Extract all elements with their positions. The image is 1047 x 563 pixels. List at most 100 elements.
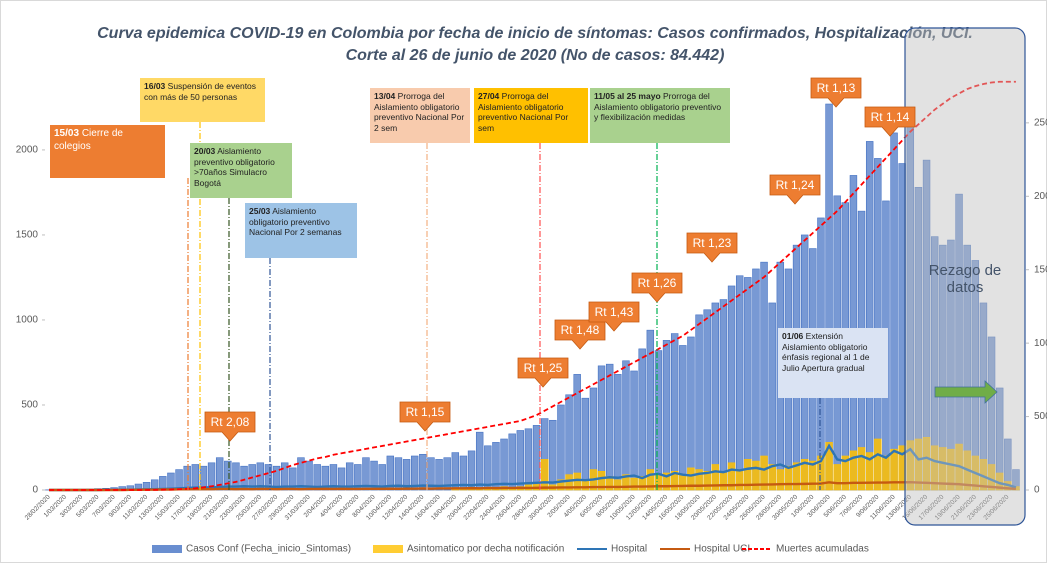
bar <box>622 360 630 491</box>
rt-label: Rt 1,48 <box>561 323 600 337</box>
bar <box>727 462 736 491</box>
bar <box>614 374 622 491</box>
rt-label: Rt 1,15 <box>406 405 445 419</box>
annotation-text: Extensión Aislamiento obligatorio énfasi… <box>782 331 870 373</box>
bar <box>557 479 565 491</box>
bar <box>402 459 411 491</box>
y-tick-label: 1500 <box>16 230 39 241</box>
rt-callout <box>204 411 256 442</box>
bar <box>874 438 882 491</box>
bar <box>711 302 720 491</box>
bar <box>825 103 833 491</box>
bar <box>752 268 760 491</box>
rt-label: Rt 1,43 <box>595 305 634 319</box>
rt-label: Rt 1,13 <box>817 81 856 95</box>
line <box>49 480 1017 492</box>
bar <box>622 474 630 491</box>
bar <box>760 455 768 491</box>
legend-label: Asintomatico por decha notificación <box>407 544 564 555</box>
line <box>49 80 1016 491</box>
bar <box>443 457 451 491</box>
legend-label: Hospital UCI <box>694 544 750 555</box>
legend-label: Casos Conf (Fecha_inicio_Sintomas) <box>186 544 351 555</box>
bar <box>703 309 711 491</box>
bar <box>865 452 874 491</box>
y2-tick-label: 500 <box>1034 411 1047 422</box>
annotation-box: 25/03 Aislamiento obligatorio preventivo… <box>245 203 357 258</box>
lag-label: Rezago de datos <box>928 262 1002 296</box>
bar <box>752 460 760 491</box>
annotation-date: 13/04 <box>374 91 396 101</box>
annotation-date: 11/05 al 25 mayo <box>594 91 661 101</box>
annotation-date: 20/03 <box>194 146 216 156</box>
rt-callout <box>399 401 451 432</box>
bar <box>833 464 841 491</box>
bar <box>508 433 516 491</box>
rt-callout <box>686 232 738 263</box>
rt-callout <box>631 272 683 303</box>
bar <box>183 465 191 491</box>
y-tick-label: 0 <box>32 485 38 496</box>
bar <box>841 455 850 491</box>
bar <box>735 469 744 491</box>
bar <box>500 438 508 491</box>
bar <box>484 445 492 491</box>
annotation-date: 27/04 <box>478 91 500 101</box>
y2-tick-label: 1000 <box>1034 338 1047 349</box>
bar <box>638 348 646 491</box>
bar <box>435 459 443 491</box>
rt-label: Rt 2,08 <box>211 415 250 429</box>
bar <box>792 462 801 491</box>
bar <box>410 455 419 491</box>
y2-tick-label: 1500 <box>1034 264 1047 275</box>
bar <box>768 302 776 491</box>
legend-label: Muertes acumuladas <box>776 544 869 555</box>
annotation-box: 15/03 Cierre de colegios <box>50 125 165 178</box>
bar <box>638 476 646 491</box>
annotation-box: 16/03 Suspensión de eventos con más de 5… <box>140 78 265 122</box>
bar <box>695 314 703 491</box>
bar <box>524 428 533 491</box>
bar <box>922 436 931 491</box>
bar <box>703 470 711 491</box>
rt-callout <box>864 106 916 137</box>
bar <box>597 470 606 491</box>
bar <box>695 469 703 491</box>
bar <box>654 474 663 491</box>
annotation-text: Suspensión de eventos con más de 50 pers… <box>144 81 257 102</box>
bar <box>565 474 573 491</box>
bar <box>727 285 736 491</box>
chart-subtitle: Corte al 26 de junio de 2020 (No de caso… <box>346 47 725 64</box>
annotation: 25/03 Aislamiento obligatorio preventivo… <box>245 203 357 258</box>
bar <box>605 363 614 491</box>
bar <box>914 438 923 491</box>
rt-callout <box>554 319 606 350</box>
annotation-box: 11/05 al 25 mayo Prorroga del Aislamient… <box>590 88 730 143</box>
annotation: 16/03 Suspensión de eventos con más de 5… <box>140 78 265 122</box>
bar <box>581 397 590 491</box>
bar <box>386 455 395 491</box>
annotation-text: Aislamiento obligatorio preventivo Nacio… <box>249 206 342 238</box>
bar <box>711 464 720 491</box>
annotation-box: 20/03 Aislamiento preventivo obligatorio… <box>190 143 292 198</box>
y-tick-label: 2000 <box>16 145 39 156</box>
annotation-box: 27/04 Prorroga del Aislamiento obligator… <box>474 88 588 143</box>
bar <box>540 459 549 491</box>
bar <box>744 277 752 491</box>
rt-callout <box>810 77 862 108</box>
rt-callout <box>769 174 821 205</box>
annotation: 11/05 al 25 mayo Prorroga del Aislamient… <box>590 88 730 143</box>
bar <box>630 370 638 491</box>
bar <box>549 419 557 491</box>
bar <box>817 455 825 491</box>
bar <box>662 472 671 491</box>
bar <box>419 453 427 491</box>
bar <box>825 442 833 491</box>
rt-label: Rt 1,14 <box>871 110 910 124</box>
bar <box>630 477 638 491</box>
bar <box>768 464 776 491</box>
rt-callout <box>588 301 640 332</box>
bar <box>557 404 565 491</box>
bar <box>532 425 541 491</box>
rt-label: Rt 1,23 <box>693 236 732 250</box>
